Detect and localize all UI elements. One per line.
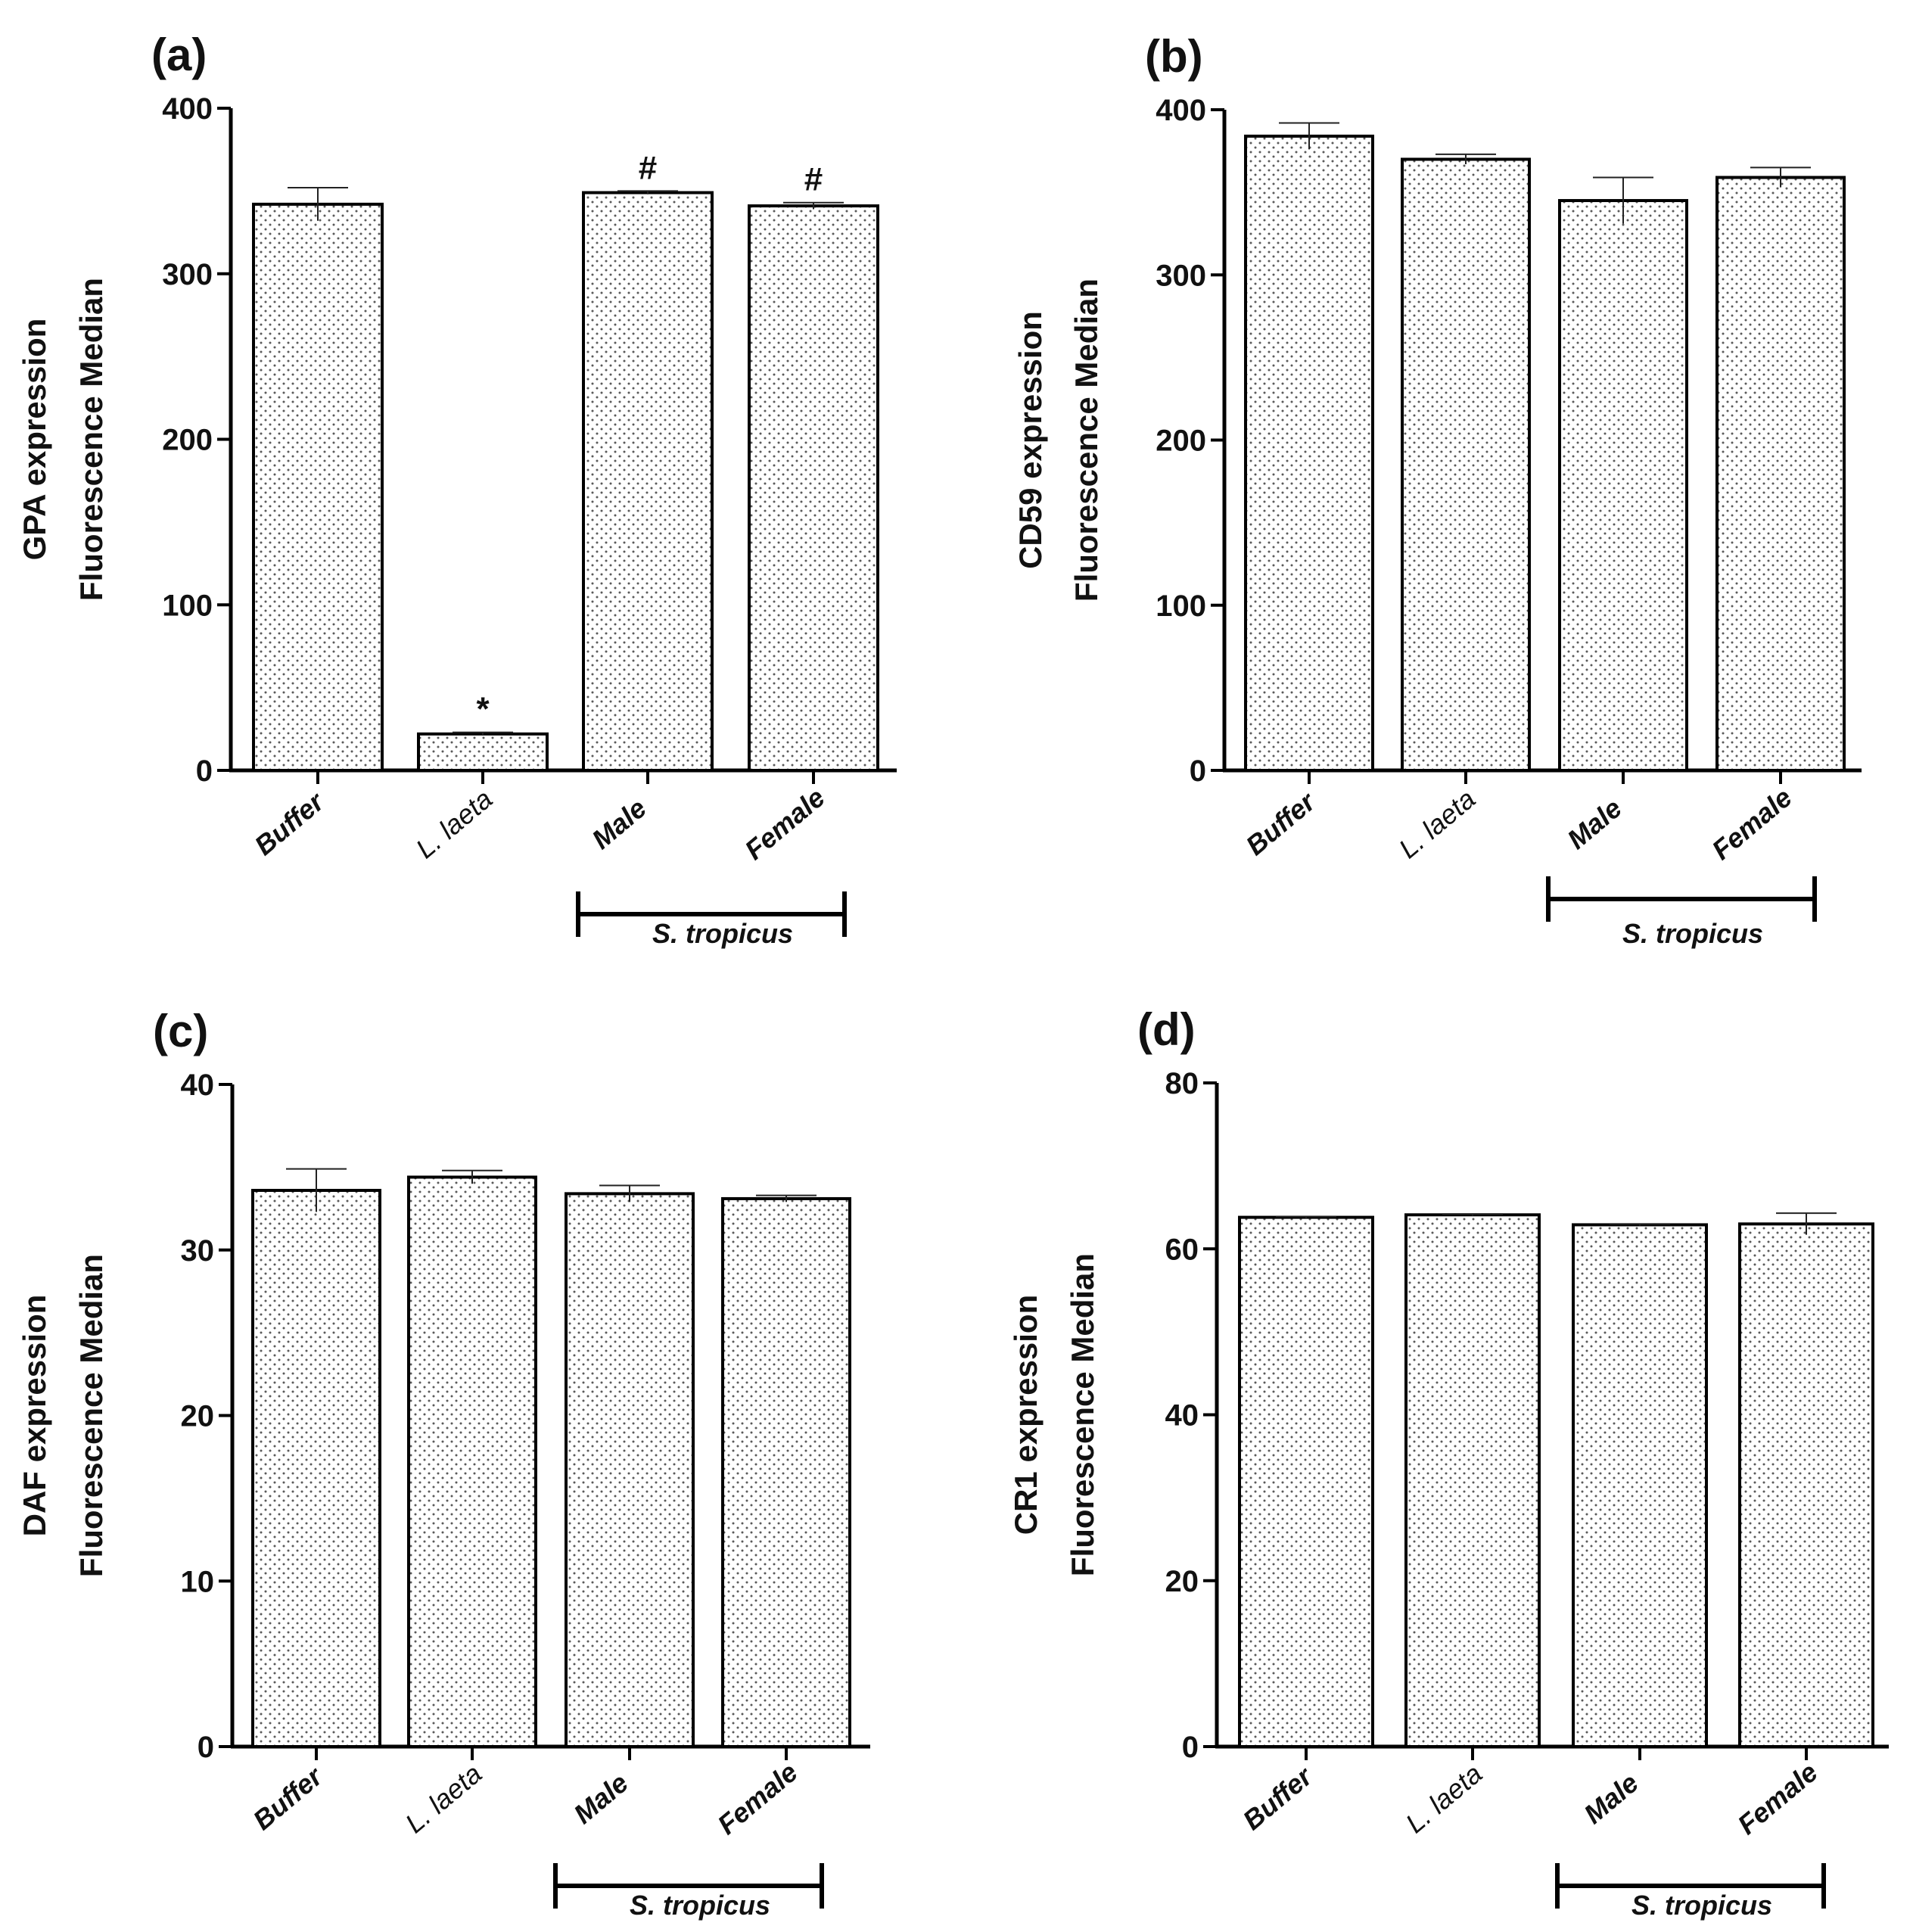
y-tick-label: 0	[1182, 1731, 1199, 1764]
y-tick-label: 40	[1165, 1399, 1199, 1433]
y-tick-label: 0	[1190, 754, 1206, 788]
y-tick-label: 200	[162, 424, 213, 457]
y-tick-label: 400	[1156, 94, 1206, 127]
y-axis-label-line-1: CR1 expression	[1008, 1295, 1044, 1535]
x-tick-label: Male	[1561, 792, 1628, 855]
y-tick-label: 200	[1156, 425, 1206, 458]
y-tick-label: 20	[1165, 1565, 1199, 1598]
bar-3	[1572, 1223, 1708, 1748]
bar-3	[565, 1192, 695, 1748]
y-axis-label-line-1: GPA expression	[17, 319, 52, 561]
bar-4	[748, 204, 879, 772]
y-tick-label: 10	[181, 1565, 215, 1598]
y-tick-label: 300	[1156, 259, 1206, 292]
x-tick-label: Buffer	[247, 1760, 329, 1836]
y-tick-label: 30	[181, 1234, 215, 1268]
x-tick-label: L. laeta	[410, 783, 499, 864]
bar-1	[251, 1189, 381, 1748]
y-tick-label: 0	[196, 754, 213, 788]
panel-label: (c)	[153, 1006, 208, 1056]
bar-2	[1404, 1213, 1541, 1748]
bar-4	[721, 1196, 851, 1748]
bar-1	[252, 202, 384, 772]
y-tick-label: 20	[181, 1400, 215, 1433]
group-label: S. tropicus	[1631, 1890, 1772, 1921]
group-bracket	[553, 1863, 824, 1909]
group-bracket	[1546, 876, 1817, 922]
x-tick-label: Buffer	[1240, 786, 1322, 861]
bar-1	[1244, 134, 1374, 773]
y-axis-label-line-2: Fluorescence Median	[1065, 1253, 1100, 1576]
chart-panel-2: (b) CD59 expression Fluorescence Median 0 10…	[1012, 31, 1862, 949]
bar-2	[407, 1175, 537, 1748]
bar-1	[1238, 1215, 1374, 1748]
y-tick-label: 0	[198, 1731, 214, 1764]
y-tick-label: 60	[1165, 1233, 1199, 1266]
y-axis-label-line-2: Fluorescence Median	[73, 1254, 109, 1577]
bar-3	[1558, 199, 1688, 773]
bar-4	[1715, 176, 1846, 773]
y-tick-label: 80	[1165, 1067, 1199, 1100]
y-tick-label: 100	[162, 589, 213, 622]
group-bracket	[1555, 1863, 1826, 1909]
y-axis-label-line-2: Fluorescence Median	[73, 278, 109, 601]
group-label: S. tropicus	[630, 1890, 770, 1921]
y-tick-label: 40	[181, 1069, 215, 1102]
y-axis-label-line-2: Fluorescence Median	[1068, 278, 1104, 602]
group-label: S. tropicus	[1622, 918, 1763, 949]
group-label: S. tropicus	[652, 918, 793, 949]
x-tick-label: Female	[739, 782, 830, 866]
significance-mark: *	[476, 691, 490, 728]
x-tick-label: L. laeta	[1393, 783, 1482, 864]
x-tick-label: Female	[711, 1756, 803, 1840]
bar-3	[582, 191, 714, 772]
x-tick-label: Male	[1578, 1767, 1644, 1830]
y-tick-label: 100	[1156, 590, 1206, 623]
chart-panel-4: (d) CR1 expression Fluorescence Median 0 20 4…	[1008, 1004, 1889, 1921]
x-tick-label: L. laeta	[1400, 1758, 1488, 1839]
panel-label: (b)	[1145, 31, 1203, 82]
x-tick-label: Female	[1706, 782, 1797, 866]
x-tick-label: Buffer	[248, 786, 331, 861]
x-tick-label: Buffer	[1236, 1760, 1319, 1836]
group-bracket	[576, 891, 847, 937]
y-tick-label: 300	[162, 258, 213, 291]
chart-panel-3: (c) DAF expression Fluorescence Median 0 10 2…	[17, 1006, 870, 1921]
x-tick-label: L. laeta	[400, 1758, 488, 1839]
y-axis-label-line-1: DAF expression	[17, 1295, 52, 1537]
bar-4	[1738, 1222, 1874, 1749]
bar-2	[1401, 157, 1531, 773]
y-axis-label-line-1: CD59 expression	[1012, 311, 1048, 569]
significance-mark: #	[804, 161, 823, 198]
chart-panel-1: (a) GPA expression Fluorescence Median 0 100…	[17, 30, 897, 949]
panel-label: (a)	[151, 30, 207, 80]
panel-label: (d)	[1137, 1004, 1196, 1055]
bar-2	[417, 732, 549, 772]
x-tick-label: Male	[586, 792, 652, 855]
y-tick-label: 400	[162, 92, 213, 126]
x-tick-label: Male	[568, 1767, 634, 1830]
significance-mark: #	[639, 149, 657, 186]
x-tick-label: Female	[1731, 1756, 1823, 1840]
